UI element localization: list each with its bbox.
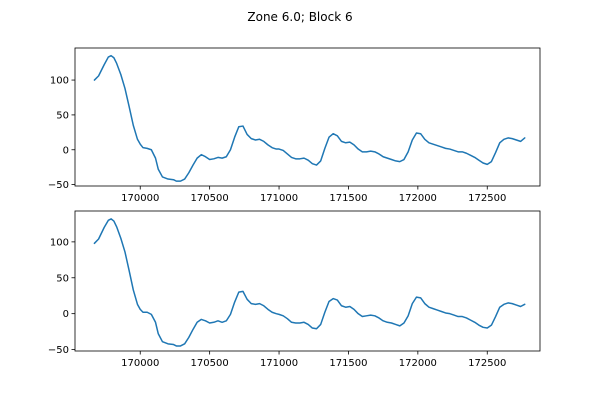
series-line-bottom — [93, 218, 526, 347]
figure-title: Zone 6.0; Block 6 — [247, 10, 352, 24]
x-tick-label: 170000 — [121, 358, 159, 369]
y-tick-label: 0 — [63, 309, 69, 320]
plot-frame-top — [74, 47, 541, 187]
x-tick-label: 172000 — [399, 358, 437, 369]
x-tick-label: 170500 — [191, 358, 229, 369]
subplot-top: 170000 170500 171000 171500 172000 172500 −50 0… — [48, 47, 541, 204]
series-line-top — [93, 54, 526, 182]
x-tick-label: 172500 — [468, 358, 506, 369]
x-tick-label: 171500 — [329, 358, 367, 369]
x-tick-label: 172000 — [399, 193, 437, 204]
y-tick-label: 50 — [56, 273, 69, 284]
x-tick-label: 172500 — [468, 193, 506, 204]
x-tick-label: 171000 — [260, 193, 298, 204]
plot-frame-bottom — [74, 210, 541, 352]
x-tick-label: 171500 — [329, 193, 367, 204]
y-tick-label: 100 — [50, 76, 69, 87]
y-tick-label: 0 — [63, 145, 69, 156]
subplot-bottom: 170000 170500 171000 171500 172000 172500 −50 0… — [48, 210, 541, 369]
y-tick-label: 50 — [56, 110, 69, 121]
x-tick-label: 170000 — [121, 193, 159, 204]
x-tick-label: 171000 — [260, 358, 298, 369]
y-tick-label: −50 — [48, 180, 69, 191]
y-tick-label: 100 — [50, 237, 69, 248]
x-tick-label: 170500 — [191, 193, 229, 204]
y-tick-label: −50 — [48, 345, 69, 356]
